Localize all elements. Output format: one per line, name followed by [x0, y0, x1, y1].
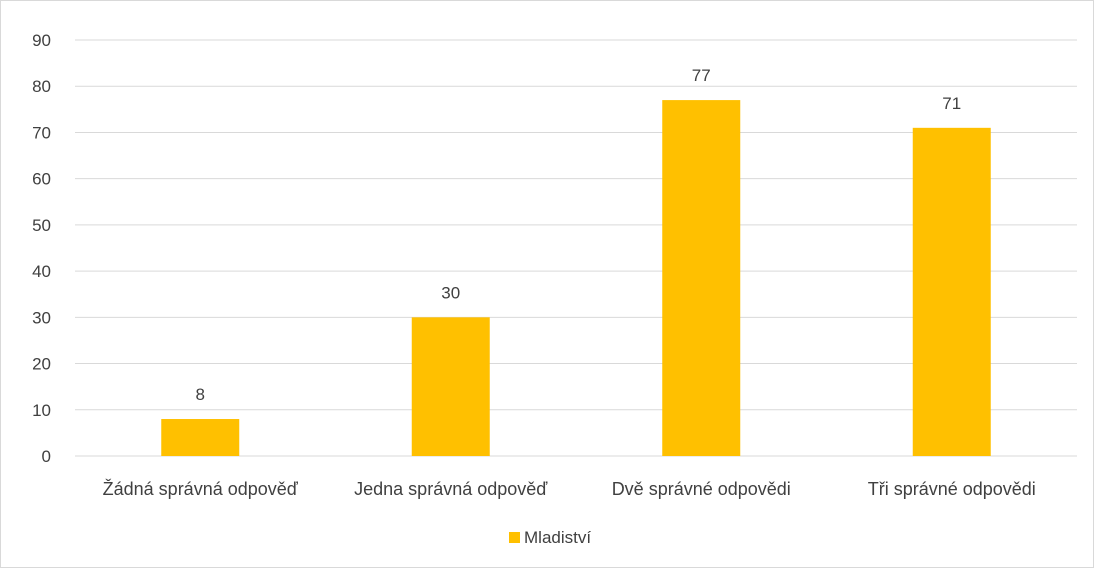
- y-tick-label-60: 60: [32, 170, 51, 189]
- y-tick-label-90: 90: [32, 31, 51, 50]
- y-tick-label-0: 0: [42, 447, 51, 466]
- legend-swatch: [509, 532, 520, 543]
- data-label-1: 30: [441, 283, 460, 302]
- x-axis-category-labels: Žádná správná odpověď Jedna správná odpov…: [103, 479, 1036, 499]
- y-tick-label-50: 50: [32, 216, 51, 235]
- y-axis-tick-labels: 0 10 20 30 40 50 60 70 80 90: [32, 31, 51, 466]
- category-label-2: Dvě správné odpovědi: [612, 479, 791, 499]
- bars: [161, 100, 991, 457]
- y-tick-label-80: 80: [32, 77, 51, 96]
- gridlines: [75, 39, 1077, 457]
- data-label-2: 77: [692, 66, 711, 85]
- bar-0: [161, 419, 240, 456]
- legend: Mladiství: [509, 528, 591, 547]
- y-tick-label-20: 20: [32, 355, 51, 374]
- bar-3: [912, 127, 991, 457]
- data-label-3: 71: [942, 94, 961, 113]
- y-tick-label-10: 10: [32, 401, 51, 420]
- y-tick-label-40: 40: [32, 262, 51, 281]
- bar-2: [662, 100, 741, 456]
- category-label-0: Žádná správná odpověď: [103, 479, 299, 499]
- category-label-3: Tři správné odpovědi: [868, 479, 1036, 499]
- y-tick-label-30: 30: [32, 308, 51, 327]
- category-label-1: Jedna správná odpověď: [354, 479, 548, 499]
- data-labels: 8 30 77 71: [196, 66, 962, 404]
- bar-1: [411, 317, 490, 456]
- data-label-0: 8: [196, 385, 205, 404]
- y-tick-label-70: 70: [32, 123, 51, 142]
- legend-label: Mladiství: [524, 528, 591, 547]
